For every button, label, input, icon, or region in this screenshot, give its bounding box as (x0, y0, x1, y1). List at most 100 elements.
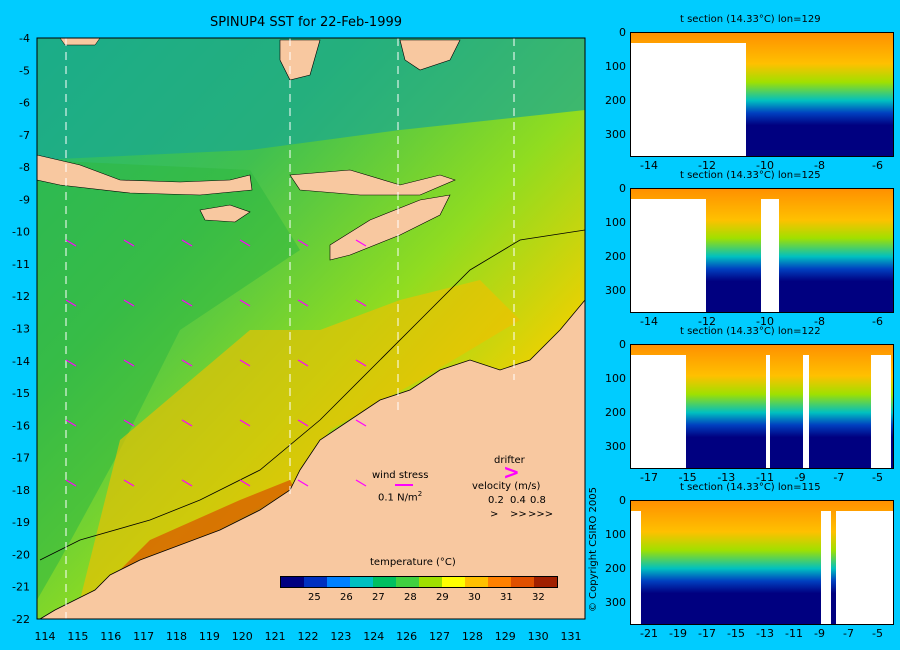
section-plot (630, 344, 894, 469)
lat-tick-label: -20 (12, 548, 30, 561)
wind-arrow (239, 359, 251, 367)
wind-stress-label: wind stress (372, 470, 429, 481)
lon-tick-label: 115 (67, 630, 88, 643)
colorbar-tick-label: 30 (468, 592, 481, 603)
section-x-tick-label: -8 (814, 159, 825, 172)
wind-arrow (65, 239, 77, 247)
lon-tick-label: 120 (232, 630, 253, 643)
depth-tick-label: 200 (605, 94, 626, 107)
lat-tick-label: -13 (12, 323, 30, 336)
lat-tick-label: -4 (19, 32, 30, 45)
colorbar-segment (442, 577, 465, 587)
lat-tick-label: -11 (12, 258, 30, 271)
lon-tick-label: 130 (528, 630, 549, 643)
section-x-tick-label: -13 (756, 627, 774, 640)
depth-tick-label: 200 (605, 406, 626, 419)
lat-tick-label: -10 (12, 226, 30, 239)
western-water (37, 160, 300, 600)
lat-tick-label: -18 (12, 484, 30, 497)
section-x-tick-label: -15 (727, 627, 745, 640)
section-land-mask (803, 355, 809, 468)
velocity-value-2: 0.4 (510, 495, 526, 506)
lon-tick-label: 127 (429, 630, 450, 643)
lon-tick-label: 121 (265, 630, 286, 643)
lon-tick-label: 129 (495, 630, 516, 643)
depth-tick-label: 200 (605, 250, 626, 263)
depth-tick-label: 0 (619, 182, 626, 195)
wind-arrow (297, 359, 309, 367)
wind-arrow (65, 359, 77, 367)
velocity-value-3: 0.8 (530, 495, 546, 506)
wind-arrow (239, 239, 251, 247)
lat-tick-label: -6 (19, 97, 30, 110)
wind-arrow (65, 419, 77, 427)
wind-arrow (239, 479, 251, 487)
island-east (399, 39, 461, 71)
section-title: t section (14.33°C) lon=122 (680, 326, 821, 337)
wind-arrow (123, 419, 135, 427)
colorbar-segment (350, 577, 373, 587)
lat-tick-label: -7 (19, 129, 30, 142)
colorbar-tick-label: 25 (308, 592, 321, 603)
depth-tick-label: 100 (605, 60, 626, 73)
lat-tick-label: -22 (12, 613, 30, 626)
section-x-tick-label: -6 (872, 159, 883, 172)
section-x-tick-label: -15 (678, 471, 697, 484)
wind-arrow (181, 239, 193, 247)
drifter-icon: > (503, 460, 520, 484)
wind-arrow (65, 299, 77, 307)
colorbar-tick-label: 29 (436, 592, 449, 603)
depth-tick-label: 0 (619, 494, 626, 507)
section-x-tick-label: -17 (698, 627, 716, 640)
lon-tick-label: 117 (133, 630, 154, 643)
colorbar-segment (396, 577, 419, 587)
section-x-tick-label: -11 (756, 471, 774, 484)
colorbar-segment (419, 577, 442, 587)
depth-tick-label: 0 (619, 26, 626, 39)
lat-tick-label: -17 (12, 452, 30, 465)
wind-arrow (297, 239, 309, 247)
island-flores (289, 169, 456, 196)
wind-arrow (297, 479, 309, 487)
velocity-arrow-2: >> (510, 509, 527, 520)
lat-tick-label: -5 (19, 64, 30, 77)
colorbar-segment (534, 577, 557, 587)
lon-tick-label: 124 (363, 630, 384, 643)
depth-tick-label: 100 (605, 216, 626, 229)
wind-stress-value: 0.1 N/m2 (378, 490, 423, 504)
lat-tick-label: -19 (12, 516, 30, 529)
section-title: t section (14.33°C) lon=115 (680, 482, 821, 493)
map-frame (36, 37, 586, 620)
section-land-mask (631, 355, 686, 468)
colorbar-segment (488, 577, 511, 587)
wind-arrow (355, 359, 367, 367)
bathymetry-contour (39, 229, 586, 561)
section-x-tick-label: -10 (756, 315, 774, 328)
section-x-tick-label: -5 (872, 471, 883, 484)
section-land-mask (836, 511, 893, 624)
colorbar-segment (511, 577, 534, 587)
map-title: SPINUP4 SST for 22-Feb-1999 (210, 15, 403, 30)
lon-tick-label: 114 (35, 630, 56, 643)
section-x-tick-label: -7 (843, 627, 854, 640)
island-java (36, 154, 253, 196)
lat-tick-label: -12 (12, 290, 30, 303)
depth-tick-label: 300 (605, 596, 626, 609)
section-land-mask (871, 355, 891, 468)
lon-tick-label: 126 (396, 630, 417, 643)
section-land-mask (761, 199, 779, 312)
longitude-axis: 114 115 116 117 118 119 120 121 122 123 124 126 127 1… (35, 630, 582, 643)
section-title: t section (14.33°C) lon=129 (680, 14, 821, 25)
section-land-mask (631, 199, 706, 312)
lat-tick-label: -16 (12, 419, 30, 432)
section-land-mask (821, 511, 831, 624)
section-x-tick-label: -5 (872, 627, 883, 640)
section-x-tick-label: -8 (814, 315, 825, 328)
section-plot (630, 32, 894, 157)
lon-tick-label: 123 (330, 630, 351, 643)
section-x-tick-label: -9 (814, 627, 825, 640)
lon-tick-label: 128 (462, 630, 483, 643)
colorbar-segment (281, 577, 304, 587)
colorbar-tick-label: 26 (340, 592, 353, 603)
section-lines (65, 38, 515, 619)
